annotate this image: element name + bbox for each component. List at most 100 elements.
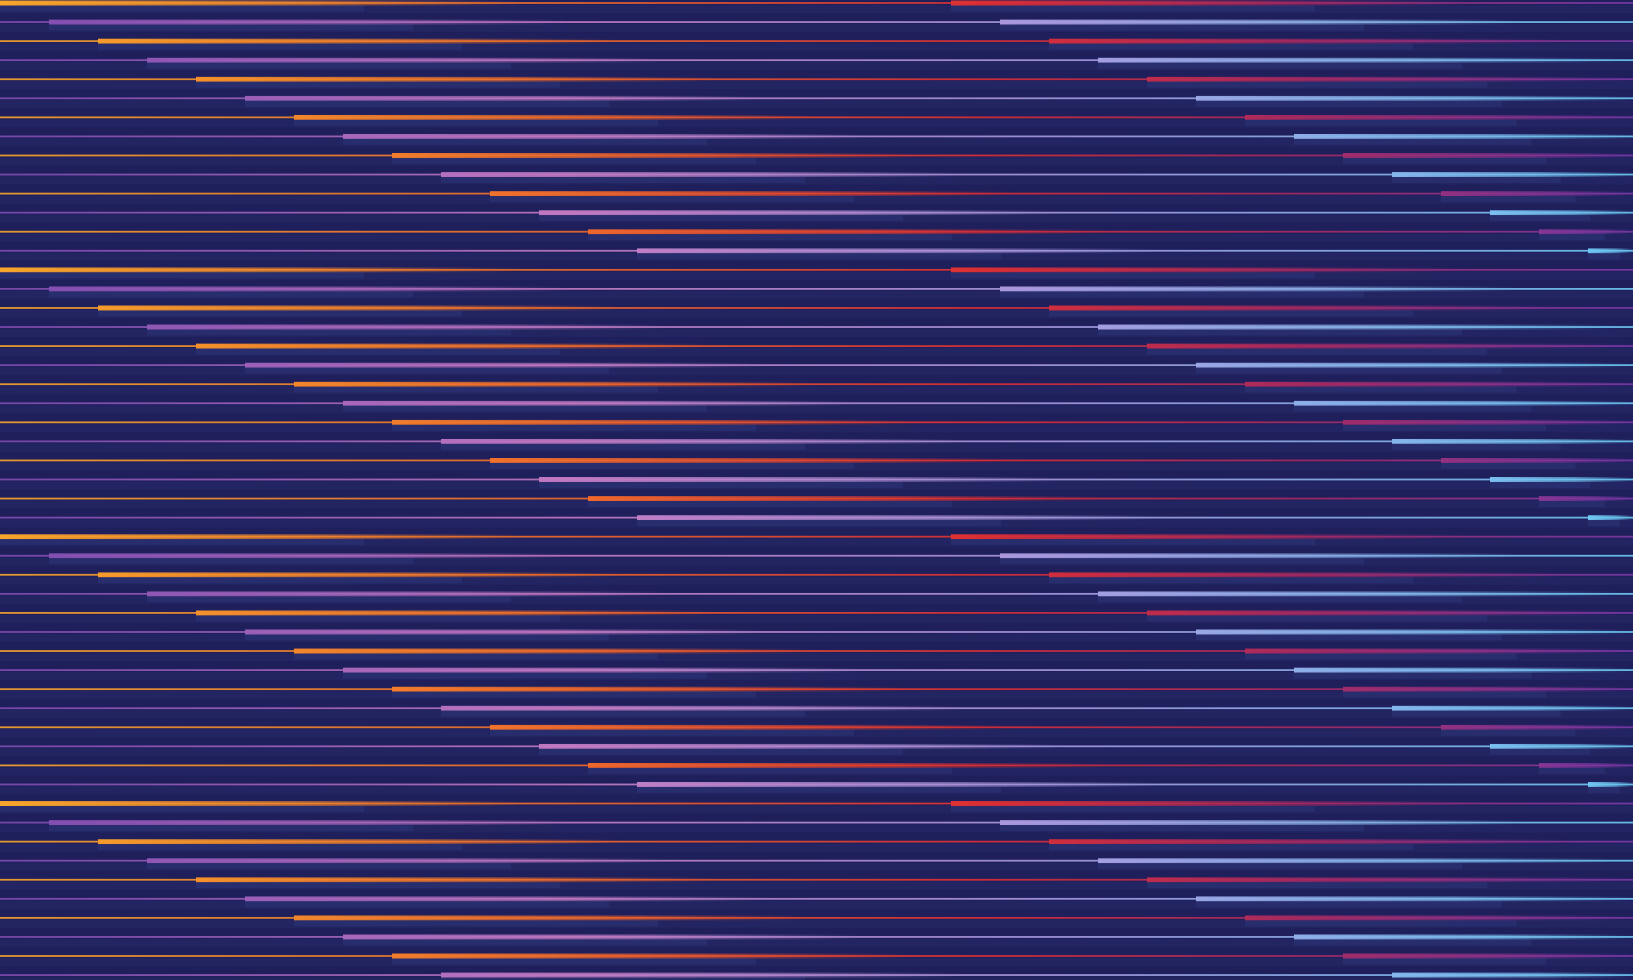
- stripe-shadow: [0, 424, 1633, 433]
- stripe-accent-shadow: [1392, 710, 1561, 717]
- stripe-accent-shadow: [1490, 215, 1591, 222]
- stripe-accent: [539, 477, 1059, 482]
- stripe-accent: [490, 457, 1010, 463]
- stripe-shadow: [0, 881, 1633, 890]
- stripe-accent: [1588, 515, 1633, 521]
- stripe-shadow: [0, 919, 1633, 928]
- stripe-accent: [637, 248, 1157, 254]
- stripe-accent-shadow: [245, 634, 609, 641]
- stripe-accent: [392, 953, 912, 959]
- stripe-accent-shadow: [1245, 386, 1517, 393]
- stripe-accent: [1294, 934, 1633, 940]
- stripe-accent-shadow: [1490, 748, 1591, 755]
- stripe-line: [0, 288, 1633, 290]
- stripe-accent-shadow: [637, 786, 1001, 793]
- stripe-shadow: [0, 633, 1633, 642]
- stripe-accent: [1539, 762, 1633, 768]
- stripe-accent-shadow: [147, 329, 511, 336]
- stripe-accent: [539, 210, 1059, 216]
- stripe-accent-shadow: [1098, 62, 1462, 69]
- stripe-shadow: [0, 290, 1633, 299]
- stripe-accent: [1098, 324, 1618, 330]
- stripe-accent: [1147, 610, 1633, 616]
- stripe-accent: [1147, 877, 1633, 883]
- stripe-accent: [1000, 19, 1520, 25]
- stripe-accent: [1147, 76, 1633, 82]
- stripe-accent-shadow: [490, 729, 854, 736]
- stripe-accent-shadow: [1539, 501, 1605, 508]
- stripe-accent-shadow: [490, 196, 854, 203]
- stripe-accent: [951, 0, 1471, 6]
- stripe-accent-shadow: [1000, 825, 1364, 832]
- stripe-accent-shadow: [1098, 596, 1462, 603]
- stripe-accent-shadow: [441, 977, 805, 980]
- stripe-accent-shadow: [1196, 901, 1502, 908]
- stripe-shadow: [0, 138, 1633, 147]
- stripe-accent: [441, 972, 961, 978]
- stripe-accent: [245, 95, 765, 101]
- stripe-shadow: [0, 595, 1633, 604]
- stripe-accent-shadow: [1441, 462, 1576, 469]
- stripe-shadow: [0, 271, 1633, 280]
- stripe-shadow: [0, 348, 1633, 357]
- stripe-accent-shadow: [1294, 405, 1532, 412]
- stripe-accent-shadow: [1245, 653, 1517, 660]
- stripe-accent: [441, 705, 961, 711]
- stripe-line: [0, 78, 1633, 81]
- stripe-shadow: [0, 576, 1633, 585]
- stripe-shadow: [0, 805, 1633, 814]
- stripe-accent: [1196, 896, 1633, 902]
- stripe-accent-shadow: [1588, 786, 1620, 793]
- stripe-accent-shadow: [392, 157, 756, 164]
- stripe-accent-shadow: [98, 43, 462, 50]
- stripe-line: [0, 59, 1633, 62]
- stripe-accent: [1196, 95, 1633, 101]
- stripe-accent-shadow: [1343, 691, 1546, 698]
- stripe-accent: [1245, 648, 1633, 654]
- stripe-accent-shadow: [1245, 119, 1517, 126]
- stripe-accent-shadow: [392, 958, 756, 965]
- stripe-accent-shadow: [951, 539, 1315, 546]
- stripe-line: [0, 307, 1633, 309]
- stripe-line: [0, 40, 1633, 43]
- stripe-accent-shadow: [1147, 615, 1488, 622]
- stripe-accent: [343, 133, 863, 139]
- stripe-accent-shadow: [294, 119, 658, 126]
- stripe-accent: [0, 267, 520, 273]
- stripe-accent: [1343, 953, 1633, 959]
- stripe-accent-shadow: [245, 901, 609, 908]
- stripe-shadow: [0, 24, 1633, 33]
- stripe-line: [0, 631, 1633, 633]
- stripe-shadow: [0, 157, 1633, 166]
- stripe-shadow: [0, 309, 1633, 318]
- stripe-accent: [1245, 381, 1633, 387]
- stripe-shadow: [0, 62, 1633, 71]
- stripe-accent-shadow: [1392, 977, 1561, 980]
- stripe-accent: [1343, 419, 1633, 425]
- stripe-shadow: [0, 367, 1633, 376]
- stripe-line: [0, 916, 1633, 919]
- stripe-accent: [539, 743, 1059, 749]
- stripe-accent-shadow: [1196, 100, 1502, 107]
- stripe-line: [0, 897, 1633, 900]
- stripe-accent-shadow: [1098, 329, 1462, 336]
- stripe-accent: [588, 229, 1108, 235]
- stripe-accent-shadow: [98, 844, 462, 851]
- stripe-accent: [1245, 915, 1633, 921]
- stripe-accent: [1098, 591, 1618, 597]
- stripe-shadow: [0, 386, 1633, 395]
- stripe-accent: [588, 496, 1108, 502]
- stripe-accent: [1441, 457, 1633, 463]
- stripe-accent: [490, 191, 1010, 197]
- stripe-line: [0, 573, 1633, 576]
- stripe-accent-shadow: [539, 482, 903, 488]
- stripe-accent-shadow: [1147, 882, 1488, 889]
- stripe-accent: [1392, 438, 1633, 444]
- stripe-accent-shadow: [196, 882, 560, 889]
- stripe-accent: [294, 381, 814, 387]
- stripe-accent-shadow: [49, 291, 413, 298]
- stripe-accent: [392, 419, 912, 425]
- stripe-line: [0, 802, 1633, 805]
- stripe-shadow: [0, 538, 1633, 547]
